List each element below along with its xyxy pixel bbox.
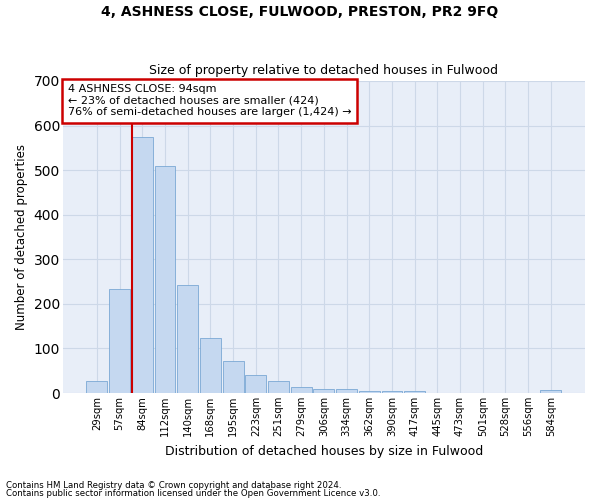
Text: Contains public sector information licensed under the Open Government Licence v3: Contains public sector information licen…: [6, 489, 380, 498]
Bar: [155, 166, 175, 393]
Bar: [336, 388, 357, 393]
Text: Contains HM Land Registry data © Crown copyright and database right 2024.: Contains HM Land Registry data © Crown c…: [6, 480, 341, 490]
Bar: [177, 285, 198, 393]
Bar: [200, 338, 221, 393]
Text: 4, ASHNESS CLOSE, FULWOOD, PRESTON, PR2 9FQ: 4, ASHNESS CLOSE, FULWOOD, PRESTON, PR2 …: [101, 5, 499, 19]
Bar: [541, 390, 561, 393]
Bar: [223, 362, 244, 393]
Bar: [382, 391, 403, 393]
Bar: [404, 391, 425, 393]
Bar: [268, 382, 289, 393]
Bar: [359, 391, 380, 393]
Bar: [109, 288, 130, 393]
Y-axis label: Number of detached properties: Number of detached properties: [15, 144, 28, 330]
Bar: [313, 388, 334, 393]
Bar: [86, 381, 107, 393]
Bar: [132, 136, 153, 393]
Bar: [291, 387, 311, 393]
Title: Size of property relative to detached houses in Fulwood: Size of property relative to detached ho…: [149, 64, 499, 77]
X-axis label: Distribution of detached houses by size in Fulwood: Distribution of detached houses by size …: [165, 444, 483, 458]
Bar: [245, 375, 266, 393]
Text: 4 ASHNESS CLOSE: 94sqm
← 23% of detached houses are smaller (424)
76% of semi-de: 4 ASHNESS CLOSE: 94sqm ← 23% of detached…: [68, 84, 352, 117]
